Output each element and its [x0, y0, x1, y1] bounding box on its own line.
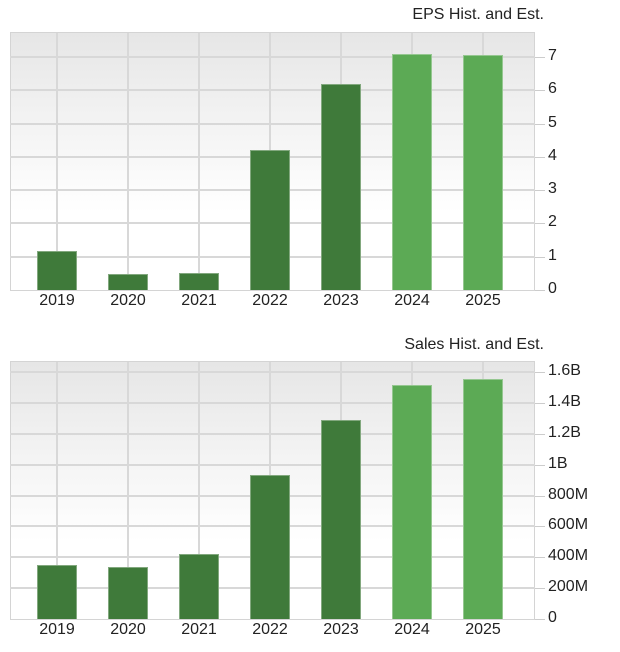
eps-y-tick	[535, 257, 545, 258]
sales-bar-2022[interactable]	[250, 475, 290, 619]
eps-bar-2025[interactable]	[463, 55, 503, 290]
sales-y-tick	[535, 465, 545, 466]
eps-chart-title: EPS Hist. and Est.	[412, 6, 544, 23]
eps-vgrid-line	[198, 33, 200, 290]
eps-chart: EPS Hist. and Est. 2019 2020 2021 2022 2023 2…	[0, 0, 620, 320]
sales-y-tick-label: 1.6B	[548, 362, 581, 379]
sales-x-label: 2025	[465, 621, 501, 638]
sales-y-tick	[535, 434, 545, 435]
eps-vgrid-line	[56, 33, 58, 290]
eps-bar-2022[interactable]	[250, 150, 290, 290]
sales-y-tick-label: 800M	[548, 486, 589, 503]
eps-y-tick	[535, 157, 545, 158]
sales-vgrid-line	[198, 362, 200, 619]
sales-x-label: 2020	[110, 621, 146, 638]
sales-x-label: 2024	[394, 621, 430, 638]
sales-bar-2019[interactable]	[37, 565, 77, 619]
eps-y-tick-label: 5	[548, 114, 557, 131]
sales-x-label: 2022	[252, 621, 288, 638]
eps-y-tick-label: 6	[548, 80, 557, 97]
eps-x-label: 2021	[181, 292, 217, 309]
eps-y-tick	[535, 90, 545, 91]
eps-y-tick-label: 2	[548, 213, 557, 230]
eps-bar-2020[interactable]	[108, 274, 148, 290]
sales-y-tick	[535, 496, 545, 497]
sales-hgrid-line	[10, 433, 535, 435]
eps-hgrid-line	[10, 89, 535, 91]
eps-y-tick-label: 1	[548, 247, 557, 264]
eps-x-label: 2024	[394, 292, 430, 309]
sales-y-tick	[535, 372, 545, 373]
eps-x-label: 2019	[39, 292, 75, 309]
eps-x-label: 2023	[323, 292, 359, 309]
sales-hgrid-line	[10, 371, 535, 373]
sales-y-tick	[535, 588, 545, 589]
eps-x-label: 2020	[110, 292, 146, 309]
eps-y-tick-label: 7	[548, 47, 557, 64]
eps-y-tick	[535, 124, 545, 125]
eps-vgrid-line	[127, 33, 129, 290]
eps-hgrid-line	[10, 56, 535, 58]
eps-y-tick	[535, 290, 545, 291]
sales-x-label: 2019	[39, 621, 75, 638]
sales-y-tick	[535, 403, 545, 404]
sales-x-label: 2021	[181, 621, 217, 638]
eps-bar-2021[interactable]	[179, 273, 219, 290]
sales-y-tick-label: 600M	[548, 516, 589, 533]
sales-vgrid-line	[56, 362, 58, 619]
sales-bar-2025[interactable]	[463, 379, 503, 619]
sales-y-tick	[535, 619, 545, 620]
sales-y-tick-label: 0	[548, 609, 557, 626]
eps-y-tick-label: 3	[548, 180, 557, 197]
sales-y-tick	[535, 526, 545, 527]
eps-bar-2023[interactable]	[321, 84, 361, 290]
sales-x-label: 2023	[323, 621, 359, 638]
sales-bar-2021[interactable]	[179, 554, 219, 619]
sales-y-tick-label: 200M	[548, 578, 589, 595]
sales-y-tick	[535, 557, 545, 558]
sales-bar-2023[interactable]	[321, 420, 361, 619]
sales-chart-title: Sales Hist. and Est.	[404, 336, 544, 353]
eps-x-label: 2022	[252, 292, 288, 309]
sales-hgrid-line	[10, 402, 535, 404]
eps-y-tick	[535, 223, 545, 224]
eps-x-label: 2025	[465, 292, 501, 309]
eps-y-tick-label: 4	[548, 147, 557, 164]
eps-y-tick-label: 0	[548, 280, 557, 297]
sales-bar-2020[interactable]	[108, 567, 148, 619]
sales-bar-2024[interactable]	[392, 385, 432, 619]
eps-bar-2024[interactable]	[392, 54, 432, 290]
sales-y-tick-label: 1.2B	[548, 424, 581, 441]
sales-y-tick-label: 1.4B	[548, 393, 581, 410]
sales-hgrid-line	[10, 464, 535, 466]
eps-hgrid-line	[10, 123, 535, 125]
sales-vgrid-line	[127, 362, 129, 619]
sales-y-tick-label: 1B	[548, 455, 568, 472]
eps-bar-2019[interactable]	[37, 251, 77, 290]
sales-y-tick-label: 400M	[548, 547, 589, 564]
eps-y-tick	[535, 190, 545, 191]
eps-y-tick	[535, 57, 545, 58]
